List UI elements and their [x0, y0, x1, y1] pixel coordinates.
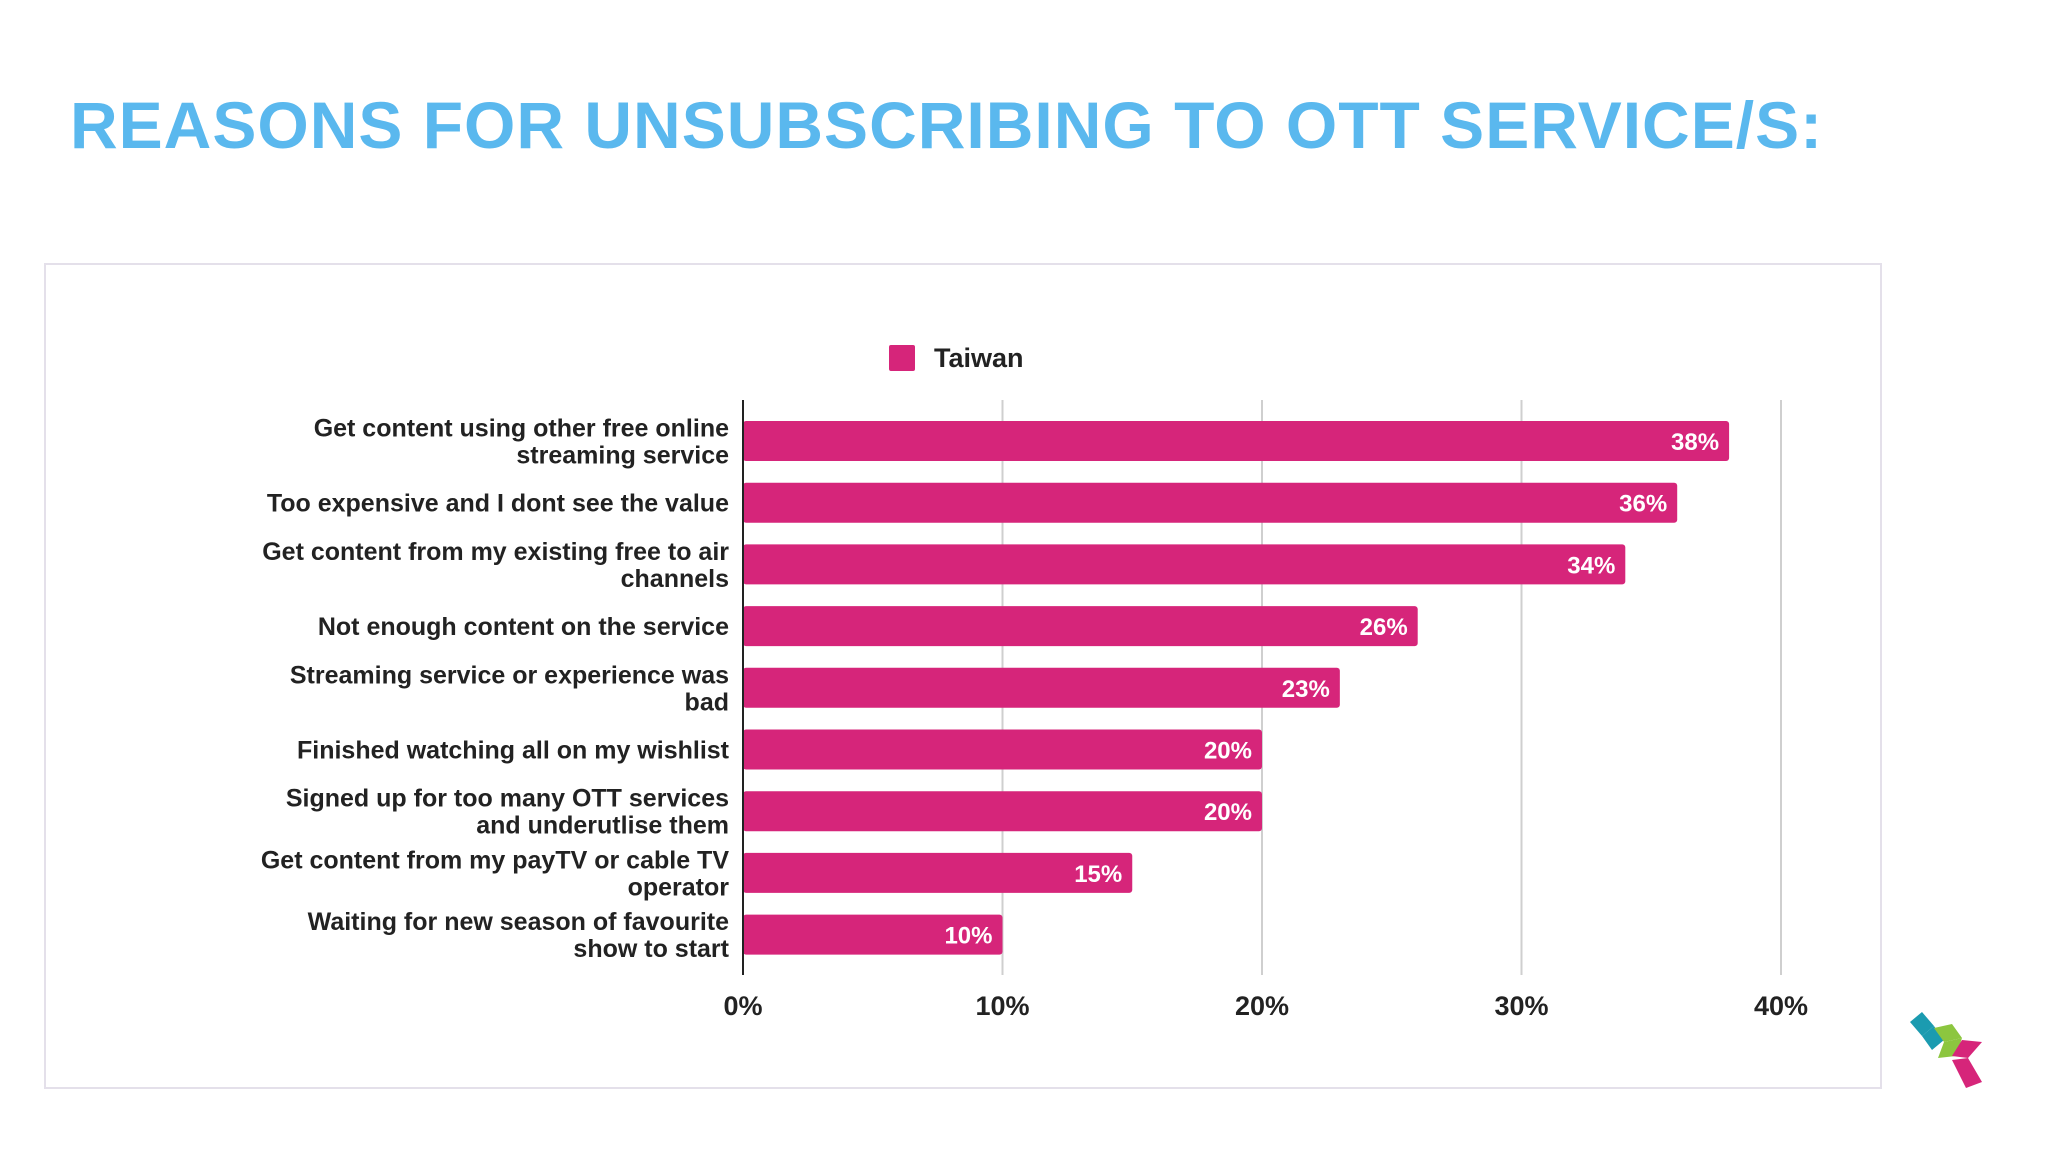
bar-chart: 0% 10% 20% 30% 40% Taiwan 38% Get content using…	[261, 343, 1808, 1021]
bar	[743, 791, 1262, 832]
bar-value-label: 34%	[1567, 552, 1615, 579]
x-tick-label: 20%	[1235, 991, 1289, 1021]
bar-value-label: 38%	[1671, 429, 1719, 456]
stacked-cubes-logo-icon	[1910, 1012, 1982, 1088]
bar-value-label: 10%	[944, 923, 992, 950]
bar	[743, 544, 1626, 585]
bar-value-label: 20%	[1204, 738, 1252, 765]
bar	[743, 606, 1418, 647]
bar-value-label: 23%	[1282, 676, 1330, 703]
chart-panel: 0% 10% 20% 30% 40% Taiwan 38% Get content using…	[44, 263, 1882, 1089]
x-tick-label: 10%	[975, 991, 1029, 1021]
category-label: Get content from my payTV or cable TV	[261, 846, 729, 874]
category-label: show to start	[573, 935, 729, 963]
category-label: channels	[621, 565, 729, 593]
category-label: Get content from my existing free to air	[262, 538, 729, 566]
category-label: Waiting for new season of favourite	[308, 908, 729, 936]
bar-value-label: 26%	[1360, 614, 1408, 641]
page-title: REASONS FOR UNSUBSCRIBING TO OTT SERVICE…	[70, 88, 1824, 162]
legend-label: Taiwan	[934, 343, 1024, 373]
x-tick-label: 30%	[1494, 991, 1548, 1021]
bar-value-label: 15%	[1074, 861, 1122, 888]
x-tick-label: 40%	[1754, 991, 1808, 1021]
category-label: Too expensive and I dont see the value	[267, 490, 729, 518]
category-label: and underutlise them	[476, 812, 729, 840]
bar	[743, 729, 1262, 770]
bar	[743, 914, 1003, 955]
bar-value-label: 36%	[1619, 491, 1667, 518]
category-label: operator	[628, 873, 730, 901]
bar	[743, 852, 1133, 893]
category-label: Streaming service or experience was	[290, 661, 729, 689]
category-label: Finished watching all on my wishlist	[297, 737, 730, 765]
bar	[743, 667, 1340, 708]
category-label: Not enough content on the service	[318, 613, 729, 641]
bar-value-label: 20%	[1204, 799, 1252, 826]
bar	[743, 482, 1678, 523]
category-label: Get content using other free online	[314, 415, 729, 443]
x-tick-label: 0%	[723, 991, 762, 1021]
category-label: Signed up for too many OTT services	[286, 785, 729, 813]
bar	[743, 421, 1730, 461]
legend-swatch	[889, 345, 915, 371]
category-label: bad	[685, 688, 729, 716]
category-label: streaming service	[516, 442, 729, 470]
